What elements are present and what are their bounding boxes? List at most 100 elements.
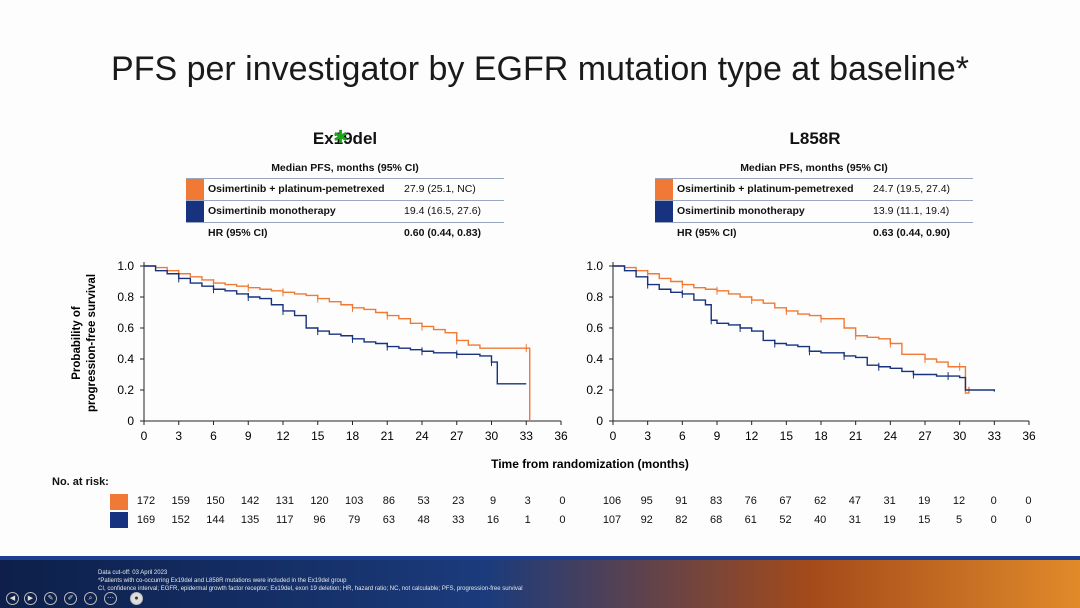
next-icon[interactable]: ▶ [24,592,37,605]
risk-ex19del-mono: 63 [382,514,396,526]
risk-ex19del-mono: 117 [276,514,294,526]
risk-l858r-mono: 15 [918,514,931,526]
km-charts: 0 3 6 9 12 15 18 21 24 27 30 33 3600.20.40.60.81.0Pr… [71,259,1036,471]
x-tick-label: 6 [679,429,686,443]
x-tick-label: 9 [245,429,252,443]
risk-l858r-combo: 67 [779,495,792,507]
risk-ex19del-combo: 103 [345,495,364,507]
prev-icon[interactable]: ◀ [6,592,19,605]
x-tick-label: 30 [485,429,499,443]
risk-l858r-mono: 0 [990,514,997,526]
median-pfs-table-l858r: Median PFS, months (95% CI) Osimertinib … [655,159,973,244]
hr-value: 0.63 (0.44, 0.90) [873,227,951,239]
risk-ex19del-combo: 0 [559,495,566,507]
mono-median: 19.4 (16.5, 27.6) [404,205,482,217]
risk-ex19del-combo: 120 [310,495,329,507]
hr-label: HR (95% CI) [208,227,268,239]
x-tick-label: 36 [1022,429,1036,443]
risk-l858r-combo: 12 [952,495,966,507]
y-axis-label-line1: Probability of [71,306,83,380]
mono-curve [144,265,527,385]
search-icon[interactable]: ⌕ [84,592,97,605]
median-pfs-table-ex19del: Median PFS, months (95% CI) Osimertinib … [186,159,504,244]
risk-l858r-combo: 62 [814,495,827,507]
risk-ex19del-mono: 79 [348,514,361,526]
panel-title-ex19del: Ex19del [312,129,378,148]
risk-l858r-combo: 83 [709,495,723,507]
risk-table-heading: No. at risk: [52,476,109,488]
x-tick-label: 21 [849,429,863,443]
camera-icon[interactable]: ● [130,592,143,605]
table-row-combo: Osimertinib + platinum-pemetrexed 27.9 (… [186,179,504,201]
risk-ex19del-mono: 144 [206,514,225,526]
table-header: Median PFS, months (95% CI) [655,159,973,179]
slide-title: PFS per investigator by EGFR mutation ty… [111,50,969,88]
risk-mono-swatch [110,512,128,528]
y-tick-label: 0 [596,414,603,428]
y-tick-label: 0.2 [117,383,134,397]
risk-ex19del-combo: 142 [240,495,260,507]
risk-l858r-combo: 19 [918,495,931,507]
x-tick-label: 24 [884,429,898,443]
risk-ex19del-mono: 96 [313,514,326,526]
x-axis-label: Time from randomization (months) [491,457,689,471]
risk-combo-swatch [110,494,128,510]
x-tick-label: 30 [953,429,967,443]
risk-l858r-mono: 5 [955,514,963,526]
risk-l858r-combo: 0 [990,495,997,507]
footnote-cutoff: Data cut-off: 03 April 2023 [98,570,168,576]
highlighter-icon[interactable]: ✐ [64,592,77,605]
risk-l858r-mono: 0 [1025,514,1032,526]
footnote-abbreviations: CI, confidence interval; EGFR, epidermal… [98,586,523,592]
mono-label: Osimertinib monotherapy [208,205,336,217]
risk-ex19del-combo: 159 [171,495,190,507]
risk-ex19del-mono: 135 [240,514,260,526]
y-tick-label: 0.8 [117,290,134,304]
x-tick-label: 6 [210,429,217,443]
cursor-icon: ✱ [333,127,349,147]
more-icon[interactable]: ⋯ [104,592,117,605]
hr-value: 0.60 (0.44, 0.83) [404,227,482,239]
x-tick-label: 15 [311,429,325,443]
y-axis-label-line2: progression-free survival [86,274,98,412]
risk-l858r-mono: 82 [675,514,688,526]
footer-accent-bar [0,556,1080,561]
risk-ex19del-combo: 86 [382,495,396,507]
footnote-cooccurring: *Patients with co-occurring Ex19del and … [98,578,347,584]
risk-ex19del-combo: 9 [489,495,497,507]
risk-l858r-mono: 61 [744,514,757,526]
y-tick-label: 0.4 [586,352,603,366]
risk-l858r-mono: 31 [848,514,862,526]
x-tick-label: 24 [415,429,429,443]
risk-ex19del-combo: 150 [206,495,225,507]
hr-label: HR (95% CI) [677,227,737,239]
x-tick-label: 3 [175,429,182,443]
table-row-combo: Osimertinib + platinum-pemetrexed 24.7 (… [655,179,973,201]
risk-ex19del-mono: 16 [486,514,500,526]
x-tick-label: 18 [346,429,360,443]
risk-l858r-combo: 91 [675,495,688,507]
risk-ex19del-mono: 152 [171,514,190,526]
risk-ex19del-combo: 172 [136,495,156,507]
mono-curve [613,265,996,392]
x-tick-label: 0 [610,429,617,443]
x-tick-label: 12 [745,429,759,443]
mono-label: Osimertinib monotherapy [677,205,805,217]
table-row-hr: HR (95% CI) 0.63 (0.44, 0.90) [655,223,973,244]
risk-l858r-mono: 68 [709,514,723,526]
risk-l858r-mono: 107 [602,514,622,526]
y-tick-label: 0.6 [586,321,603,335]
risk-ex19del-combo: 131 [275,495,294,507]
risk-l858r-combo: 47 [848,495,862,507]
risk-ex19del-combo: 53 [417,495,430,507]
x-tick-label: 3 [644,429,651,443]
risk-ex19del-combo: 23 [452,495,465,507]
x-tick-label: 21 [381,429,395,443]
pen-icon[interactable]: ✎ [44,592,57,605]
mono-median: 13.9 (11.1, 19.4) [873,205,950,217]
risk-ex19del-mono: 1 [524,514,531,526]
risk-l858r-combo: 95 [640,495,653,507]
risk-ex19del-combo: 3 [524,495,531,507]
risk-l858r-mono: 40 [814,514,827,526]
risk-ex19del-mono: 169 [136,514,156,526]
